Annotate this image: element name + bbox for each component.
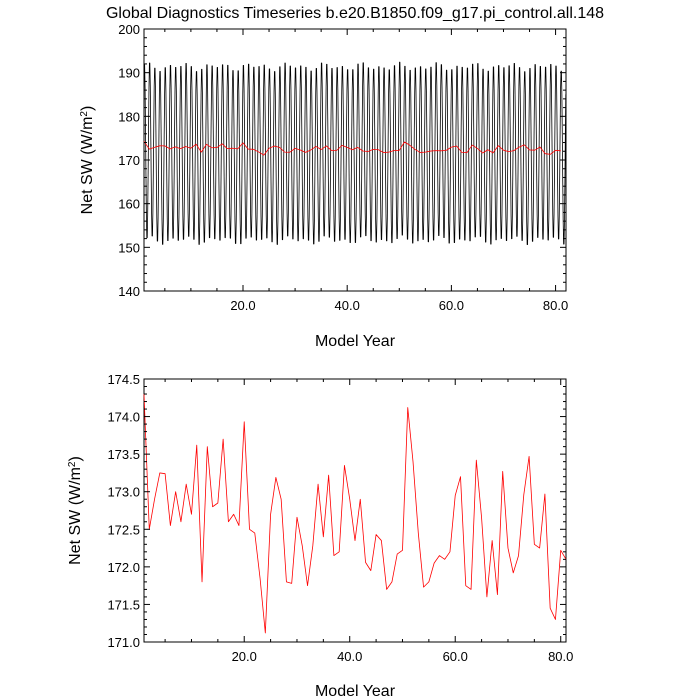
y-tick-label: 171.5 — [107, 597, 140, 612]
chart-title: Global Diagnostics Timeseries b.e20.B185… — [106, 5, 604, 22]
x-tick-label: 20.0 — [230, 298, 255, 313]
monthly-series-line — [144, 61, 567, 246]
y-tick-label: 173.0 — [107, 485, 140, 500]
x-tick-label: 60.0 — [443, 649, 468, 664]
x-tick-label: 80.0 — [543, 298, 568, 313]
y-tick-label: 150 — [118, 240, 140, 255]
y-tick-label: 172.0 — [107, 560, 140, 575]
y-tick-label: 174.5 — [107, 372, 140, 387]
x-tick-label: 40.0 — [335, 298, 360, 313]
x-tick-label: 60.0 — [439, 298, 464, 313]
y-tick-label: 171.0 — [107, 635, 140, 650]
y-tick-label: 180 — [118, 109, 140, 124]
y-axis-label: Net SW (W/m2) — [79, 106, 97, 215]
y-tick-label: 170 — [118, 153, 140, 168]
x-tick-label: 80.0 — [548, 649, 573, 664]
x-tick-label: 20.0 — [232, 649, 257, 664]
x-tick-label: 40.0 — [337, 649, 362, 664]
y-tick-label: 172.5 — [107, 522, 140, 537]
y-axis-label: Net SW (W/m2) — [67, 456, 85, 565]
y-tick-label: 173.5 — [107, 447, 140, 462]
bottom-panel: 171.0 171.5 172.0 172.5 173.0 173.5 174.0 174.5… — [67, 372, 574, 700]
y-tick-label: 140 — [118, 284, 140, 299]
x-axis-label: Model Year — [315, 683, 396, 700]
x-axis-label: Model Year — [315, 333, 396, 350]
plot-frame — [143, 378, 567, 643]
y-tick-label: 190 — [118, 66, 140, 81]
top-panel: 140 150 160 170 180 190 200 20.0 40.0 60.0 80.0 Mod… — [79, 22, 569, 350]
y-tick-label: 200 — [118, 22, 140, 37]
annual-mean-series-line — [143, 140, 561, 156]
y-tick-label: 160 — [118, 197, 140, 212]
y-tick-label: 174.0 — [107, 410, 140, 425]
annual-mean-series-line — [143, 394, 567, 634]
